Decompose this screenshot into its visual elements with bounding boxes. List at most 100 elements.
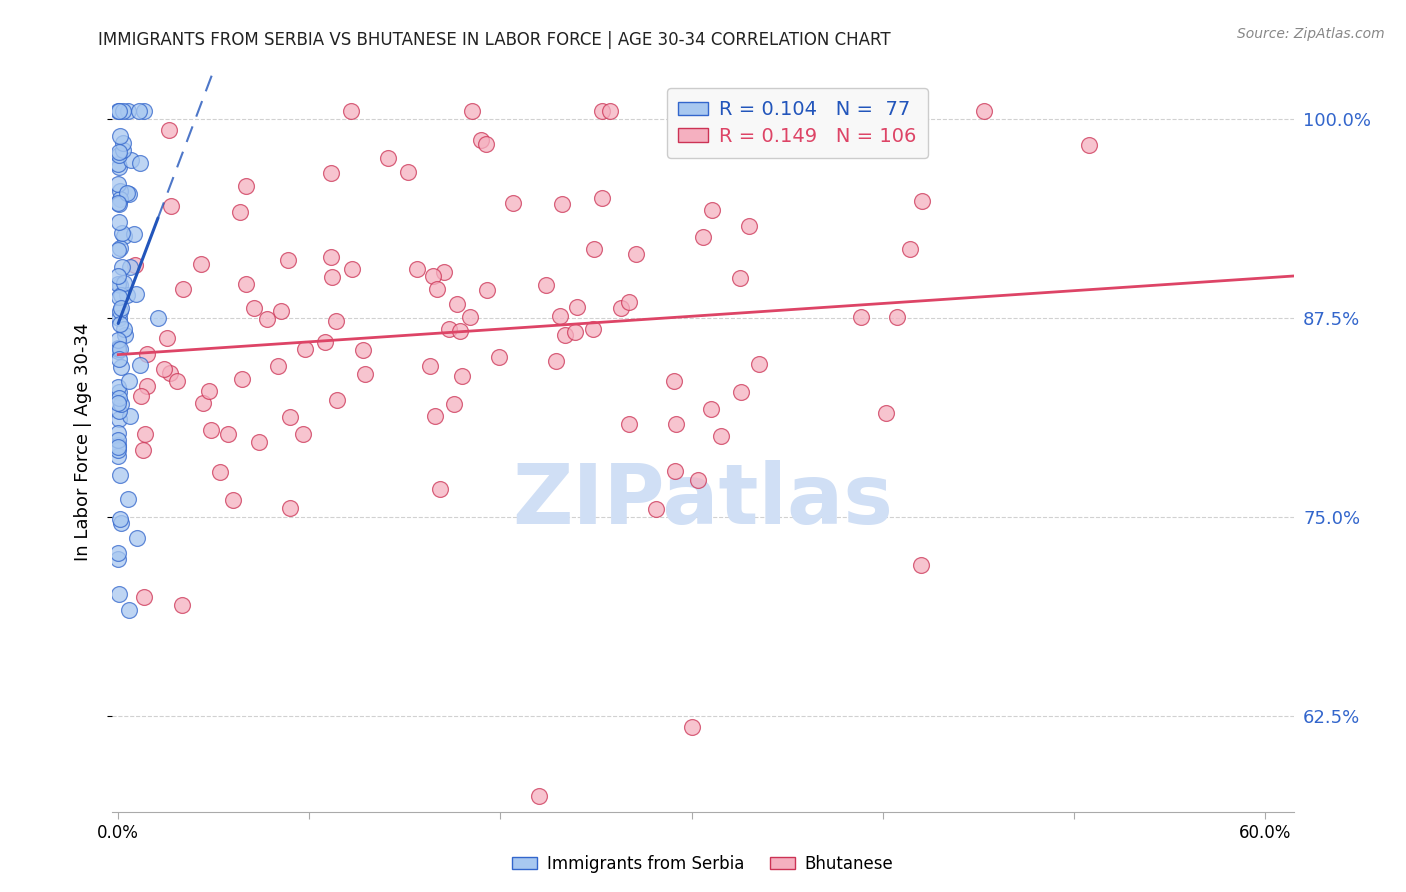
Point <box>665 417 688 431</box>
Point <box>114 328 136 343</box>
Point <box>702 202 724 217</box>
Point <box>433 265 456 279</box>
Point <box>221 493 243 508</box>
Point <box>159 199 181 213</box>
Point <box>108 304 131 318</box>
Point <box>107 243 129 257</box>
Point <box>446 297 468 311</box>
Point <box>564 325 586 339</box>
Point <box>728 270 751 285</box>
Point <box>108 242 131 256</box>
Point <box>681 720 703 734</box>
Point <box>217 427 239 442</box>
Point <box>107 215 129 229</box>
Point <box>129 155 152 169</box>
Point <box>326 392 349 407</box>
Point <box>108 184 131 198</box>
Point <box>124 258 146 272</box>
Point <box>294 343 316 357</box>
Point <box>321 270 343 285</box>
Point <box>973 104 995 119</box>
Point <box>730 385 752 400</box>
Point <box>591 104 613 119</box>
Point <box>458 310 481 325</box>
Point <box>256 312 278 326</box>
Point <box>108 404 131 418</box>
Point <box>291 427 314 442</box>
Point <box>136 347 159 361</box>
Point <box>107 157 129 171</box>
Point <box>108 197 131 211</box>
Point <box>107 449 129 463</box>
Point <box>118 409 141 423</box>
Point <box>120 260 142 274</box>
Point <box>475 283 498 297</box>
Point <box>470 133 492 147</box>
Point <box>406 261 429 276</box>
Point <box>235 179 257 194</box>
Point <box>118 603 141 617</box>
Point <box>664 374 686 388</box>
Point <box>583 242 606 256</box>
Point <box>110 301 132 315</box>
Point <box>645 501 668 516</box>
Point <box>609 301 631 316</box>
Text: Source: ZipAtlas.com: Source: ZipAtlas.com <box>1237 27 1385 41</box>
Point <box>125 531 148 545</box>
Point <box>107 396 129 410</box>
Point <box>422 268 444 283</box>
Point <box>319 166 342 180</box>
Point <box>849 310 872 324</box>
Point <box>617 417 640 432</box>
Point <box>488 350 510 364</box>
Point <box>112 276 135 290</box>
Point <box>117 187 139 202</box>
Point <box>115 288 138 302</box>
Point <box>110 516 132 530</box>
Point <box>700 401 723 416</box>
Point <box>426 282 449 296</box>
Point <box>159 366 181 380</box>
Point <box>267 359 290 373</box>
Point <box>277 252 299 267</box>
Point <box>107 384 129 399</box>
Point <box>107 552 129 566</box>
Point <box>112 136 135 150</box>
Point <box>108 145 131 159</box>
Legend: R = 0.104   N =  77, R = 0.149   N = 106: R = 0.104 N = 77, R = 0.149 N = 106 <box>666 88 928 158</box>
Point <box>617 295 640 310</box>
Point <box>108 468 131 483</box>
Point <box>534 278 557 293</box>
Point <box>153 362 176 376</box>
Point <box>110 397 132 411</box>
Point <box>111 260 134 274</box>
Point <box>190 257 212 271</box>
Point <box>120 153 142 167</box>
Point <box>461 104 484 119</box>
Point <box>449 324 471 338</box>
Point <box>128 104 150 119</box>
Point <box>624 247 647 261</box>
Point <box>710 428 733 442</box>
Point <box>112 229 135 244</box>
Point <box>475 136 498 151</box>
Point <box>110 359 132 374</box>
Point <box>108 511 131 525</box>
Legend: Immigrants from Serbia, Bhutanese: Immigrants from Serbia, Bhutanese <box>506 848 900 880</box>
Point <box>107 391 129 405</box>
Point <box>129 389 152 403</box>
Point <box>146 310 169 325</box>
Point <box>107 546 129 560</box>
Point <box>172 282 194 296</box>
Point <box>170 598 193 612</box>
Point <box>527 789 550 803</box>
Point <box>157 123 180 137</box>
Text: ZIPatlas: ZIPatlas <box>513 460 893 541</box>
Point <box>314 335 336 350</box>
Point <box>451 369 474 384</box>
Point <box>132 590 155 604</box>
Point <box>396 165 419 179</box>
Point <box>107 104 129 119</box>
Point <box>278 410 301 425</box>
Point <box>107 343 129 357</box>
